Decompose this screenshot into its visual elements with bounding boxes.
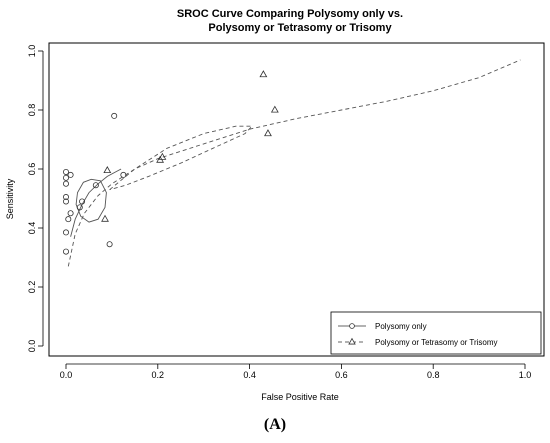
confidence-region-2 (109, 125, 253, 191)
circle-point (63, 194, 70, 201)
sroc-curves (67, 59, 521, 267)
circle-point (120, 171, 127, 178)
confidence-regions (75, 125, 253, 223)
legend: Polysomy only Polysomy or Tetrasomy or Tr… (330, 311, 542, 355)
triangle-point (270, 105, 279, 113)
circle-point (63, 180, 70, 187)
data-points (63, 70, 279, 255)
legend-triangle-marker (348, 337, 356, 345)
circle-point (106, 241, 113, 248)
triangle-point (103, 166, 112, 174)
x-tick-label: 0.8 (427, 370, 440, 380)
legend-box (330, 311, 542, 355)
legend-label: Polysomy or Tetrasomy or Trisomy (375, 338, 498, 347)
circle-point (79, 198, 86, 205)
y-tick-label: 0.8 (27, 104, 37, 117)
circle-point (63, 174, 70, 181)
x-axis-label: False Positive Rate (261, 392, 339, 402)
circle-point (67, 171, 74, 178)
plot-frame (48, 42, 545, 357)
circle-point (63, 229, 70, 236)
sroc-curve-series-2 (67, 59, 521, 267)
y-tick-label: 0.6 (27, 163, 37, 176)
triangle-point (259, 70, 268, 78)
y-tick-label: 0.2 (27, 281, 37, 294)
triangle-point (101, 214, 109, 222)
x-tick-label: 0.6 (335, 370, 348, 380)
circle-point (76, 204, 83, 211)
y-axis-label: Sensitivity (5, 178, 15, 219)
circle-point (67, 210, 74, 217)
y-axis: 0.0 0.2 0.4 0.6 0.8 1.0 (27, 45, 44, 353)
y-tick-label: 1.0 (27, 45, 37, 58)
confidence-region-1 (75, 178, 107, 223)
chart-title-line2: Polysomy or Tetrasomy or Trisomy (208, 22, 392, 34)
x-axis: 0.0 0.2 0.4 0.6 0.8 1.0 (60, 363, 532, 380)
legend-circle-marker (349, 323, 355, 329)
x-tick-label: 0.4 (243, 370, 256, 380)
triangle-point (264, 129, 272, 137)
triangle-point (158, 152, 167, 160)
circle-point (63, 168, 70, 175)
x-tick-label: 0.0 (60, 370, 73, 380)
chart-title-line1: SROC Curve Comparing Polysomy only vs. (177, 8, 403, 20)
circle-point (92, 182, 99, 189)
figure-caption: (A) (263, 416, 287, 433)
circle-point (63, 198, 70, 205)
x-tick-label: 0.2 (152, 370, 165, 380)
circle-point (65, 216, 72, 223)
legend-label: Polysomy only (375, 322, 427, 331)
circle-point (111, 112, 118, 119)
circle-point (63, 248, 70, 255)
y-tick-label: 0.0 (27, 340, 37, 353)
sroc-curve-series-1 (70, 168, 122, 237)
y-tick-label: 0.4 (27, 222, 37, 235)
x-tick-label: 1.0 (519, 370, 532, 380)
